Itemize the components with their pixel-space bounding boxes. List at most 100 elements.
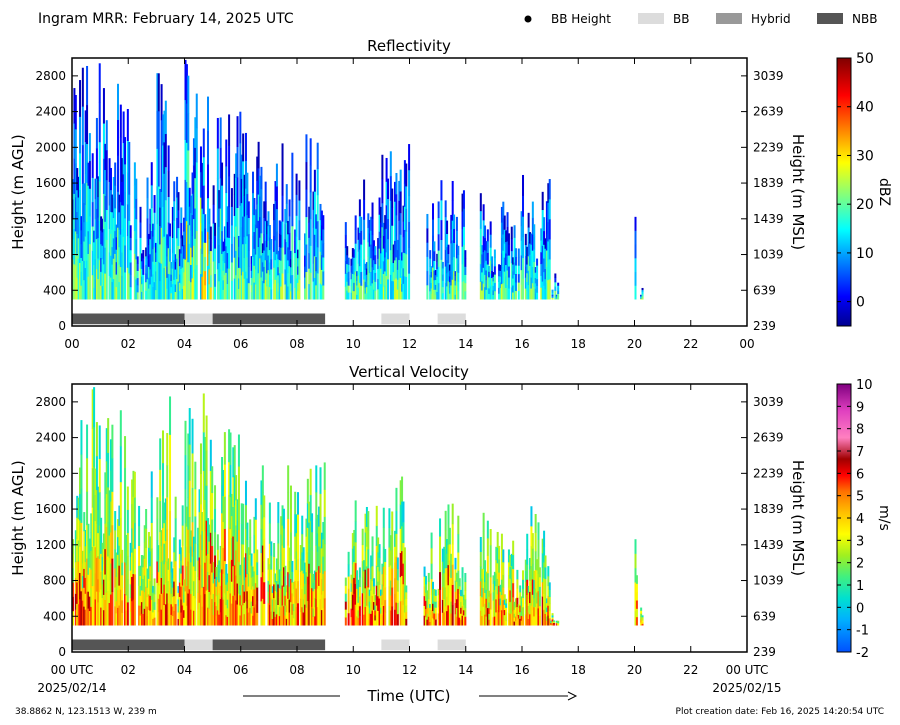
- echo-cell: [505, 241, 508, 254]
- echo-cell: [280, 607, 283, 626]
- echo-cell: [288, 573, 291, 587]
- echo-cell: [455, 607, 458, 617]
- echo-cell: [344, 585, 347, 594]
- echo-cell: [291, 152, 294, 178]
- echo-cell: [142, 291, 145, 300]
- echo-cell: [391, 262, 394, 282]
- echo-cell: [641, 616, 644, 619]
- echo-cell: [363, 239, 366, 260]
- echo-cell: [94, 279, 97, 300]
- echo-cell: [278, 233, 281, 247]
- echo-cell: [488, 271, 491, 278]
- echo-cell: [294, 536, 297, 559]
- echo-cell: [139, 206, 142, 223]
- echo-cell: [88, 188, 91, 217]
- echo-cell: [363, 614, 366, 626]
- echo-cell: [233, 173, 236, 196]
- echo-cell: [455, 581, 458, 591]
- echo-cell: [104, 472, 107, 499]
- echo-cell: [353, 257, 356, 267]
- echo-cell: [105, 493, 108, 527]
- echo-cell: [297, 558, 300, 582]
- echo-cell: [107, 452, 110, 488]
- echo-cell: [88, 243, 91, 272]
- echo-cell: [225, 166, 228, 194]
- echo-cell: [218, 208, 221, 227]
- echo-cell: [479, 551, 482, 567]
- echo-cell: [439, 589, 442, 608]
- echo-cell: [157, 585, 160, 599]
- echo-cell: [464, 274, 467, 284]
- echo-cell: [274, 573, 277, 583]
- echo-cell: [486, 520, 489, 539]
- echo-cell: [427, 607, 430, 617]
- echo-cell: [391, 225, 394, 245]
- echo-cell: [149, 269, 152, 285]
- echo-cell: [212, 185, 215, 205]
- echo-cell: [493, 274, 496, 283]
- echo-cell: [505, 616, 508, 622]
- echo-cell: [395, 278, 398, 300]
- echo-cell: [447, 605, 450, 626]
- echo-cell: [464, 282, 467, 292]
- echo-cell: [230, 206, 233, 226]
- echo-cell: [95, 208, 98, 240]
- echo-cell: [520, 284, 523, 300]
- echo-cell: [176, 197, 179, 218]
- echo-cell: [533, 249, 536, 263]
- echo-cell: [264, 181, 267, 202]
- echo-cell: [498, 275, 501, 283]
- echo-cell: [433, 601, 436, 608]
- echo-cell: [108, 275, 111, 300]
- echo-cell: [226, 616, 229, 626]
- echo-cell: [219, 611, 222, 626]
- echo-cell: [517, 282, 520, 292]
- echo-cell: [160, 530, 163, 547]
- echo-cell: [146, 258, 149, 280]
- echo-cell: [351, 594, 354, 611]
- echo-cell: [481, 615, 484, 626]
- echo-cell: [346, 281, 349, 291]
- echo-cell: [72, 553, 75, 569]
- echo-cell: [169, 248, 172, 262]
- echo-cell: [495, 599, 498, 613]
- echo-cell: [180, 222, 183, 239]
- echo-cell: [225, 272, 228, 300]
- echo-cell: [365, 526, 368, 547]
- echo-cell: [222, 260, 225, 271]
- echo-cell: [219, 559, 222, 573]
- echo-cell: [150, 253, 153, 277]
- echo-cell: [448, 527, 451, 545]
- echo-cell: [399, 234, 402, 257]
- echo-cell: [87, 574, 90, 592]
- y-right-tick-label: 1439: [753, 538, 784, 552]
- echo-cell: [152, 236, 155, 250]
- echo-cell: [84, 204, 87, 237]
- echo-cell: [184, 139, 187, 180]
- echo-cell: [432, 581, 435, 590]
- echo-cell: [429, 607, 432, 612]
- echo-cell: [164, 604, 167, 626]
- echo-cell: [119, 481, 122, 519]
- echo-cell: [522, 237, 525, 259]
- echo-cell: [540, 287, 543, 300]
- echo-cell: [461, 615, 464, 626]
- colorbar-tick-label: 4: [856, 512, 864, 527]
- echo-cell: [408, 144, 411, 171]
- echo-cell: [207, 518, 210, 537]
- echo-cell: [187, 465, 190, 498]
- echo-cell: [140, 601, 143, 614]
- echo-cell: [229, 432, 232, 465]
- echo-cell: [166, 288, 169, 300]
- echo-cell: [430, 594, 433, 611]
- echo-cell: [517, 611, 520, 616]
- y-right-tick-label: 2239: [753, 140, 784, 154]
- echo-cell: [316, 606, 319, 626]
- echo-cell: [533, 579, 536, 590]
- echo-cell: [294, 275, 297, 288]
- echo-cell: [205, 450, 208, 486]
- echo-cell: [520, 620, 523, 626]
- velocity-title: Vertical Velocity: [349, 363, 469, 381]
- echo-cell: [514, 607, 517, 613]
- echo-cell: [313, 191, 316, 214]
